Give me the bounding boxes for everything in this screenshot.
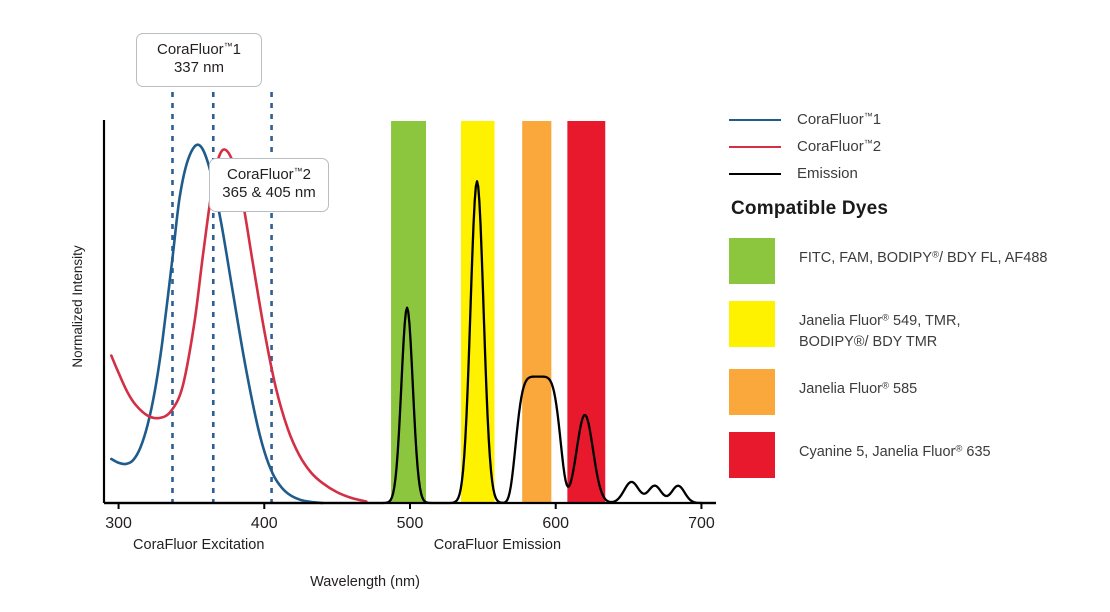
dye-label-green: FITC, FAM, BODIPY®/ BDY FL, AF488 <box>799 249 1048 266</box>
trademark-icon: ™ <box>223 41 233 52</box>
curve-emission <box>104 180 716 505</box>
spectra-plot: 300 400 500 600 700 CoraFluor Excitation CoraF… <box>70 92 716 590</box>
dye-row-green: FITC, FAM, BODIPY®/ BDY FL, AF488 <box>729 238 1110 284</box>
compatible-dyes-panel: Compatible Dyes FITC, FAM, BODIPY®/ BDY … <box>729 198 1110 495</box>
legend-item-corafluor1: CoraFluor™1 <box>729 106 1110 133</box>
legend-line-corafluor1 <box>729 118 781 121</box>
legend-label-corafluor1: CoraFluor™1 <box>797 111 882 128</box>
y-axis-title: Normalized Intensity <box>70 245 85 368</box>
registered-icon: ® <box>955 443 963 455</box>
x-axis-title: Wavelength (nm) <box>310 574 420 590</box>
compatible-dyes-title: Compatible Dyes <box>731 198 889 219</box>
x-tick-label-500: 500 <box>397 515 424 532</box>
curve-corafluor2 <box>109 148 368 503</box>
callout-corafluor1-line2: 337 nm <box>173 59 225 77</box>
dye-row-yellow: Janelia Fluor® 549, TMR, BODIPY®/ BDY TMR <box>729 301 1110 352</box>
dye-label-yellow: Janelia Fluor® 549, TMR, BODIPY®/ BDY TMR <box>799 312 961 350</box>
registered-icon: ® <box>931 249 939 261</box>
x-tick-label-400: 400 <box>251 515 278 532</box>
dye-swatch-yellow <box>729 301 775 347</box>
legend-label-corafluor2: CoraFluor™2 <box>797 138 882 155</box>
x-tick-label-300: 300 <box>105 515 132 532</box>
legend-item-emission: Emission <box>729 160 1110 187</box>
legend-line-corafluor2 <box>729 145 781 148</box>
chart-svg: 300 400 500 600 700 CoraFluor Excitation CoraF… <box>70 92 716 590</box>
registered-icon: ® <box>882 380 890 392</box>
callout-corafluor2: CoraFluor™2 365 & 405 nm <box>209 158 329 212</box>
series-legend: CoraFluor™1 CoraFluor™2 Emission <box>729 106 1110 187</box>
dye-label-red: Cyanine 5, Janelia Fluor® 635 <box>799 443 991 461</box>
legend-item-corafluor2: CoraFluor™2 <box>729 133 1110 160</box>
registered-icon: ® <box>882 312 890 324</box>
trademark-icon: ™ <box>863 111 873 122</box>
x-tick-label-700: 700 <box>688 515 715 532</box>
callout-corafluor2-line2: 365 & 405 nm <box>222 184 316 202</box>
curve-corafluor1 <box>109 143 324 505</box>
legend-line-emission <box>729 172 781 175</box>
dye-swatch-red <box>729 432 775 479</box>
dye-row-red: Cyanine 5, Janelia Fluor® 635 <box>729 432 1110 479</box>
dye-row-orange: Janelia Fluor® 585 <box>729 369 1110 416</box>
orange-band <box>522 121 552 503</box>
legend-label-emission: Emission <box>797 165 858 182</box>
dye-swatch-orange <box>729 369 775 416</box>
trademark-icon: ™ <box>863 138 873 149</box>
dye-label-orange: Janelia Fluor® 585 <box>799 380 918 398</box>
callout-corafluor1: CoraFluor™1 337 nm <box>136 33 262 87</box>
x-tick-label-600: 600 <box>542 515 569 532</box>
callout-corafluor1-line1: CoraFluor™1 <box>156 41 242 58</box>
red-band <box>567 121 606 503</box>
trademark-icon: ™ <box>293 166 303 177</box>
x-sublabel-emission: CoraFluor Emission <box>434 537 561 553</box>
x-sublabel-excitation: CoraFluor Excitation <box>133 537 264 553</box>
dye-swatch-green <box>729 238 775 284</box>
callout-corafluor2-line1: CoraFluor™2 <box>226 166 312 183</box>
